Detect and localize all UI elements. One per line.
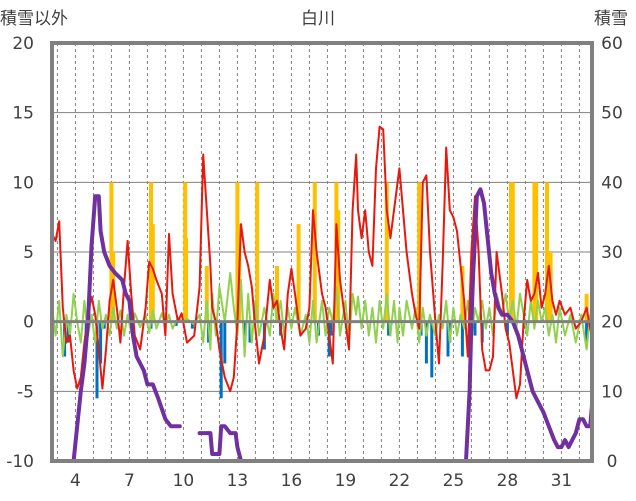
precipitation-bar	[460, 265, 465, 322]
negative-bar	[460, 321, 464, 357]
x-tick-label: 13	[227, 471, 249, 491]
right-tick-label: 0	[607, 452, 618, 472]
right-tick-label: 50	[601, 104, 623, 124]
x-tick-label: 4	[70, 471, 81, 491]
precipitation-bar	[510, 182, 515, 322]
x-tick-label: 22	[389, 471, 411, 491]
precipitation-bar	[150, 224, 155, 322]
right-tick-label: 20	[601, 313, 623, 333]
negative-bar	[505, 321, 509, 336]
left-axis-ticks: -10 -5 0 5 10 15 20	[6, 34, 34, 472]
x-tick-label: 10	[173, 471, 195, 491]
precipitation-bar	[417, 182, 422, 322]
left-tick-label: -5	[17, 382, 34, 402]
snow-depth-line	[50, 194, 182, 463]
right-axis-ticks: 0 10 20 30 40 50 60	[601, 34, 623, 472]
negative-bar	[329, 321, 333, 336]
x-tick-label: 25	[443, 471, 465, 491]
negative-bar	[190, 321, 194, 329]
right-tick-label: 40	[601, 173, 623, 193]
x-tick-label: 16	[281, 471, 303, 491]
negative-bar	[99, 321, 103, 364]
right-tick-label: 30	[601, 243, 623, 263]
negative-bar	[424, 321, 428, 364]
vertical-gridlines	[56, 43, 580, 461]
x-tick-label: 7	[124, 471, 135, 491]
x-axis-ticks: 4 7 10 13 16 19 22 25 28 31	[70, 471, 572, 491]
negative-bar	[585, 321, 589, 343]
negative-bar	[473, 321, 477, 336]
left-tick-label: 20	[12, 34, 34, 54]
chart-title: 白川	[301, 9, 335, 29]
plot-frame	[50, 41, 594, 463]
x-tick-label: 19	[335, 471, 357, 491]
precipitation-bar	[275, 265, 279, 322]
negative-bar	[223, 321, 227, 364]
right-tick-label: 10	[601, 382, 623, 402]
left-tick-label: 15	[12, 104, 34, 124]
precipitation-bar	[296, 224, 301, 322]
right-axis-label: 積雪	[594, 9, 628, 29]
snow-depth-line	[197, 187, 594, 463]
right-tick-label: 60	[601, 34, 623, 54]
precipitation-bar	[545, 182, 549, 322]
precipitation-bar	[534, 182, 539, 322]
precipitation-bar	[384, 182, 389, 322]
precipitation-bar	[255, 182, 260, 322]
x-tick-label: 28	[497, 471, 519, 491]
negative-bar	[66, 321, 70, 343]
negative-bar	[446, 321, 450, 357]
precipitation-bar	[184, 238, 189, 322]
temperature-line	[51, 125, 593, 400]
left-tick-label: 10	[12, 173, 34, 193]
left-axis-label: 積雪以外	[0, 9, 68, 29]
negative-bar	[430, 321, 434, 378]
left-tick-label: -10	[6, 452, 34, 472]
negative-bar	[243, 321, 247, 336]
left-tick-label: 5	[23, 243, 34, 263]
negative-bar	[174, 321, 178, 326]
precipitation-bar	[204, 265, 209, 322]
left-tick-label: 0	[23, 313, 34, 333]
series-layer	[50, 125, 594, 463]
negative-bar	[95, 321, 99, 399]
x-tick-label: 31	[551, 471, 573, 491]
negative-bar	[248, 321, 252, 343]
negative-bar	[387, 321, 391, 336]
precipitation-bar	[312, 182, 317, 322]
